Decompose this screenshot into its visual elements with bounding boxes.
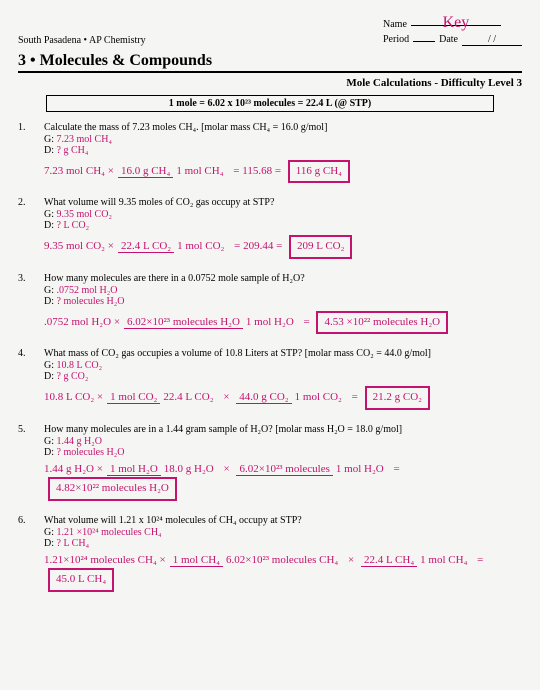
problem-body: Calculate the mass of 7.23 moles CH₄. [m… bbox=[44, 122, 522, 183]
problem: 6. What volume will 1.21 x 10²⁴ molecules… bbox=[18, 515, 522, 592]
problem-text: How many molecules are there in a 0.0752… bbox=[44, 273, 522, 284]
given-line: G: .0752 mol H₂O bbox=[44, 285, 522, 296]
formula-box: 1 mole = 6.02 x 10²³ molecules = 22.4 L … bbox=[46, 95, 494, 112]
name-value: Key bbox=[411, 14, 501, 26]
fraction: 16.0 g CH₄1 mol CH₄ bbox=[118, 164, 227, 179]
work-line: 7.23 mol CH₄ × 16.0 g CH₄1 mol CH₄ = 115.… bbox=[44, 160, 522, 183]
work-line: 1.44 g H₂O ×1 mol H₂O18.0 g H₂O × 6.02×1… bbox=[44, 462, 522, 501]
desired-line: D: ? g CO₂ bbox=[44, 371, 522, 382]
desired-line: D: ? molecules H₂O bbox=[44, 296, 522, 307]
answer-box: 4.53 ×10²² molecules H₂O bbox=[316, 311, 448, 334]
work-line: .0752 mol H₂O × 6.02×10²³ molecules H₂O1 … bbox=[44, 311, 522, 334]
date-label: Date bbox=[439, 34, 458, 45]
work-lhs: 9.35 mol CO₂ × bbox=[44, 241, 114, 253]
problem-number: 3. bbox=[18, 273, 32, 334]
desired-line: D: ? L CH₄ bbox=[44, 538, 522, 549]
page-header: South Pasadena • AP Chemistry Name Key P… bbox=[18, 14, 522, 46]
equals: = 209.44 = bbox=[234, 241, 282, 253]
problem-body: What volume will 9.35 moles of CO₂ gas o… bbox=[44, 197, 522, 258]
work-line: 10.8 L CO₂ ×1 mol CO₂22.4 L CO₂ × 44.0 g… bbox=[44, 386, 522, 409]
fraction: 1 mol CO₂22.4 L CO₂ bbox=[107, 390, 216, 405]
equals: = bbox=[304, 316, 310, 328]
problem-number: 5. bbox=[18, 424, 32, 501]
problem-text: What volume will 9.35 moles of CO₂ gas o… bbox=[44, 197, 522, 208]
worksheet-subtitle: Mole Calculations - Difficulty Level 3 bbox=[18, 77, 522, 89]
fraction: 22.4 L CO₂1 mol CO₂ bbox=[118, 239, 227, 254]
desired-line: D: ? molecules H₂O bbox=[44, 447, 522, 458]
school-name: South Pasadena • AP Chemistry bbox=[18, 35, 146, 46]
fraction: 44.0 g CO₂1 mol CO₂ bbox=[236, 390, 345, 405]
problem: 5. How many molecules are in a 1.44 gram … bbox=[18, 424, 522, 501]
fraction: 1 mol H₂O18.0 g H₂O bbox=[107, 462, 217, 477]
problem: 3. How many molecules are there in a 0.07… bbox=[18, 273, 522, 334]
problem-body: How many molecules are there in a 0.0752… bbox=[44, 273, 522, 334]
desired-line: D: ? g CH₄ bbox=[44, 145, 522, 156]
problem-number: 1. bbox=[18, 122, 32, 183]
given-line: G: 1.44 g H₂O bbox=[44, 436, 522, 447]
problems-list: 1. Calculate the mass of 7.23 moles CH₄. … bbox=[18, 122, 522, 592]
problem: 4. What mass of CO₂ gas occupies a volume… bbox=[18, 348, 522, 409]
answer-box: 21.2 g CO₂ bbox=[365, 386, 430, 409]
equals: = 115.68 = bbox=[233, 165, 281, 177]
work-lhs: .0752 mol H₂O × bbox=[44, 316, 120, 328]
answer-box: 45.0 L CH₄ bbox=[48, 568, 114, 591]
worksheet-title: 3 • Molecules & Compounds bbox=[18, 52, 522, 73]
equals: = bbox=[477, 554, 483, 566]
name-date-block: Name Key Period Date / / bbox=[383, 14, 522, 46]
problem-text: What volume will 1.21 x 10²⁴ molecules o… bbox=[44, 515, 522, 526]
problem-text: How many molecules are in a 1.44 gram sa… bbox=[44, 424, 522, 435]
work-line: 1.21×10²⁴ molecules CH₄ × 1 mol CH₄6.02×1… bbox=[44, 553, 522, 592]
period-label: Period bbox=[383, 34, 409, 45]
desired-line: D: ? L CO₂ bbox=[44, 220, 522, 231]
problem-text: What mass of CO₂ gas occupies a volume o… bbox=[44, 348, 522, 359]
problem-number: 6. bbox=[18, 515, 32, 592]
fraction: 1 mol CH₄6.02×10²³ molecules CH₄ bbox=[170, 553, 342, 568]
period-blank bbox=[413, 30, 435, 42]
equals: = bbox=[393, 463, 399, 475]
given-line: G: 10.8 L CO₂ bbox=[44, 360, 522, 371]
answer-box: 209 L CO₂ bbox=[289, 235, 352, 258]
problem-body: What volume will 1.21 x 10²⁴ molecules o… bbox=[44, 515, 522, 592]
work-lhs: 10.8 L CO₂ × bbox=[44, 391, 103, 403]
given-line: G: 1.21 ×10²⁴ molecules CH₄ bbox=[44, 527, 522, 538]
given-line: G: 7.23 mol CH₄ bbox=[44, 134, 522, 145]
problem-number: 4. bbox=[18, 348, 32, 409]
problem-body: How many molecules are in a 1.44 gram sa… bbox=[44, 424, 522, 501]
answer-box: 116 g CH₄ bbox=[288, 160, 350, 183]
fraction: 6.02×10²³ molecules1 mol H₂O bbox=[236, 462, 386, 477]
work-line: 9.35 mol CO₂ × 22.4 L CO₂1 mol CO₂ = 209.… bbox=[44, 235, 522, 258]
fraction: 6.02×10²³ molecules H₂O1 mol H₂O bbox=[124, 315, 297, 330]
answer-box: 4.82×10²² molecules H₂O bbox=[48, 477, 177, 500]
fraction: 22.4 L CH₄1 mol CH₄ bbox=[361, 553, 470, 568]
work-lhs: 7.23 mol CH₄ × bbox=[44, 165, 114, 177]
problem: 1. Calculate the mass of 7.23 moles CH₄. … bbox=[18, 122, 522, 183]
date-value: / / bbox=[462, 34, 522, 46]
problem-text: Calculate the mass of 7.23 moles CH₄. [m… bbox=[44, 122, 522, 133]
work-lhs: 1.21×10²⁴ molecules CH₄ × bbox=[44, 554, 166, 566]
equals: = bbox=[352, 391, 358, 403]
problem-number: 2. bbox=[18, 197, 32, 258]
problem-body: What mass of CO₂ gas occupies a volume o… bbox=[44, 348, 522, 409]
name-label: Name bbox=[383, 19, 407, 30]
work-lhs: 1.44 g H₂O × bbox=[44, 463, 103, 475]
given-line: G: 9.35 mol CO₂ bbox=[44, 209, 522, 220]
problem: 2. What volume will 9.35 moles of CO₂ gas… bbox=[18, 197, 522, 258]
